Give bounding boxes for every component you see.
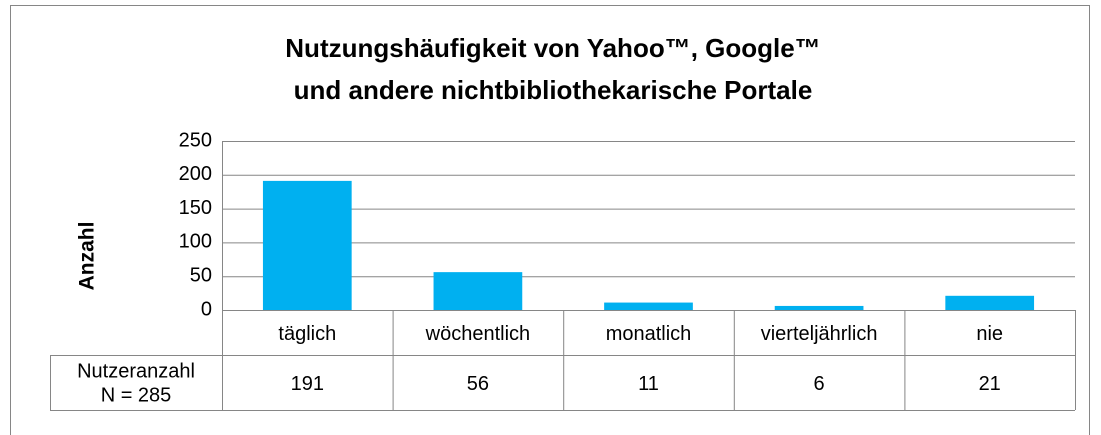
x-tick-label: nie — [976, 323, 1003, 345]
bar — [604, 302, 693, 310]
bar — [774, 305, 864, 310]
x-tick-label: täglich — [278, 323, 336, 345]
chart-title: Nutzungshäufigkeit von Yahoo™, Google™ — [285, 33, 820, 63]
bar — [433, 272, 523, 310]
table-value: 6 — [814, 373, 825, 395]
y-tick-label: 100 — [179, 231, 212, 253]
chart-border — [10, 5, 1090, 435]
y-tick-label: 200 — [179, 163, 212, 185]
table-value: 191 — [291, 373, 324, 395]
x-tick-label: vierteljährlich — [761, 323, 878, 345]
y-tick-label: 0 — [201, 298, 212, 320]
bar — [262, 180, 352, 310]
chart-title: und andere nichtbibliothekarische Portal… — [294, 75, 813, 105]
table-row-label: N = 285 — [101, 384, 172, 406]
table-row-label: Nutzeranzahl — [77, 360, 195, 382]
table-value: 56 — [467, 373, 489, 395]
table-value: 11 — [638, 373, 659, 395]
y-tick-label: 150 — [179, 197, 212, 219]
y-tick-label: 50 — [190, 264, 212, 286]
x-tick-label: wöchentlich — [425, 323, 531, 345]
x-tick-label: monatlich — [606, 323, 692, 345]
y-axis-label: Anzahl — [76, 222, 99, 291]
y-tick-label: 250 — [179, 129, 212, 151]
table-value: 21 — [979, 373, 1001, 395]
bar — [945, 295, 1035, 310]
